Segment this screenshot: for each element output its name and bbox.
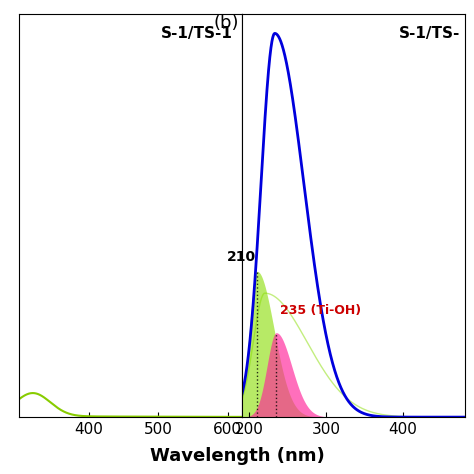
Text: 235 (Ti-OH): 235 (Ti-OH) xyxy=(280,304,361,318)
Text: S-1/TS-1: S-1/TS-1 xyxy=(161,27,233,41)
Text: (b): (b) xyxy=(213,14,239,32)
Text: Wavelength (nm): Wavelength (nm) xyxy=(150,447,324,465)
Text: 210: 210 xyxy=(227,250,256,264)
Text: S-1/TS-: S-1/TS- xyxy=(399,27,460,41)
